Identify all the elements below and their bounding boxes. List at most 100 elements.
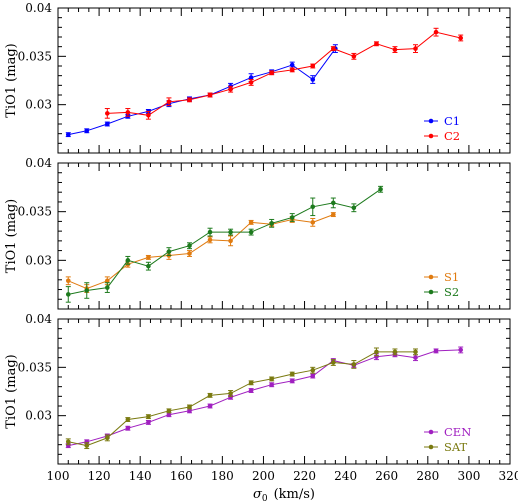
series-c2 bbox=[104, 27, 464, 120]
legend-label: C2 bbox=[444, 129, 460, 143]
x-tick-label: 160 bbox=[170, 469, 193, 483]
data-point bbox=[84, 443, 90, 448]
series-line bbox=[68, 188, 381, 295]
data-point bbox=[187, 404, 192, 410]
data-point bbox=[248, 388, 254, 393]
data-point bbox=[166, 412, 172, 418]
data-point bbox=[433, 348, 439, 354]
series-line bbox=[68, 214, 334, 290]
data-point bbox=[166, 249, 172, 254]
data-point bbox=[310, 220, 316, 225]
data-point bbox=[269, 221, 274, 226]
data-point bbox=[105, 435, 110, 441]
legend-marker bbox=[428, 429, 434, 435]
y-tick-label: 0.04 bbox=[25, 312, 52, 326]
data-point bbox=[248, 80, 254, 85]
data-point bbox=[269, 70, 274, 76]
data-point bbox=[228, 229, 233, 235]
y-tick-label: 0.03 bbox=[25, 409, 52, 423]
data-point bbox=[351, 205, 357, 211]
data-point bbox=[269, 382, 274, 388]
data-point bbox=[228, 391, 233, 396]
data-point bbox=[105, 278, 110, 284]
series-s2 bbox=[65, 185, 384, 303]
data-point bbox=[374, 349, 379, 355]
data-point bbox=[413, 355, 418, 360]
data-point bbox=[207, 403, 213, 409]
data-point bbox=[310, 77, 316, 82]
legend-label: S2 bbox=[444, 285, 459, 299]
data-point bbox=[228, 238, 233, 244]
x-tick-label: 320 bbox=[499, 469, 518, 483]
data-point bbox=[146, 263, 151, 269]
data-point bbox=[125, 110, 131, 115]
x-tick-label: 200 bbox=[252, 469, 275, 483]
data-point bbox=[378, 186, 383, 192]
data-point bbox=[146, 255, 151, 260]
x-tick-label: 240 bbox=[334, 469, 357, 483]
y-tick-label: 0.035 bbox=[18, 360, 52, 374]
x-tick-label: 120 bbox=[88, 469, 111, 483]
legend-marker bbox=[428, 118, 434, 124]
data-point bbox=[146, 113, 151, 118]
series-s1 bbox=[65, 212, 336, 293]
y-tick-label: 0.04 bbox=[25, 1, 52, 15]
legend-marker bbox=[428, 444, 434, 450]
x-tick-label: 180 bbox=[211, 469, 234, 483]
data-point bbox=[187, 97, 192, 103]
y-axis-label: TiO1 (mag) bbox=[4, 199, 19, 273]
data-point bbox=[207, 229, 213, 235]
legend-label: C1 bbox=[444, 114, 460, 128]
data-point bbox=[65, 439, 71, 445]
x-axis-label: σ0 (km/s) bbox=[253, 487, 315, 504]
data-point bbox=[392, 349, 398, 355]
data-point bbox=[105, 121, 110, 127]
panel-3: 0.03 0.035 0.04 TiO1 (mag) 100 120 140 160 180 20… bbox=[4, 312, 518, 504]
data-point bbox=[374, 41, 379, 47]
y-tick-label: 0.035 bbox=[18, 205, 52, 219]
x-tick-label: 300 bbox=[457, 469, 480, 483]
series-line bbox=[107, 31, 461, 116]
data-point bbox=[187, 243, 192, 249]
data-point bbox=[248, 75, 254, 80]
y-tick-label: 0.035 bbox=[18, 49, 52, 63]
y-tick-label: 0.03 bbox=[25, 253, 52, 267]
data-point bbox=[248, 380, 254, 386]
data-point bbox=[105, 111, 110, 116]
legend-label: CEN bbox=[444, 425, 471, 439]
x-tick-label: 140 bbox=[129, 469, 152, 483]
x-tick-label: 100 bbox=[47, 469, 70, 483]
data-point bbox=[413, 46, 418, 51]
legend-label: SAT bbox=[444, 440, 468, 454]
data-point bbox=[248, 220, 254, 225]
data-point bbox=[310, 367, 316, 373]
data-point bbox=[207, 237, 213, 243]
data-point bbox=[65, 278, 71, 284]
data-point bbox=[310, 373, 316, 379]
data-point bbox=[413, 349, 418, 355]
data-point bbox=[248, 229, 254, 235]
data-point bbox=[331, 360, 336, 365]
data-point bbox=[207, 393, 213, 398]
legend-marker bbox=[428, 289, 434, 295]
data-point bbox=[392, 47, 398, 52]
series-c1 bbox=[65, 44, 338, 138]
data-point bbox=[289, 371, 295, 377]
data-point bbox=[105, 285, 110, 290]
data-point bbox=[166, 99, 172, 105]
y-tick-label: 0.03 bbox=[25, 98, 52, 112]
plot-frame bbox=[57, 7, 511, 154]
data-point bbox=[65, 292, 71, 297]
data-point bbox=[166, 408, 172, 414]
data-point bbox=[65, 132, 71, 137]
data-point bbox=[331, 46, 336, 51]
data-point bbox=[331, 212, 336, 217]
data-point bbox=[146, 420, 151, 425]
series-sat bbox=[65, 347, 418, 450]
legend-marker bbox=[428, 133, 434, 139]
plot-frame bbox=[57, 318, 511, 465]
data-point bbox=[187, 408, 192, 414]
data-point bbox=[458, 35, 463, 41]
